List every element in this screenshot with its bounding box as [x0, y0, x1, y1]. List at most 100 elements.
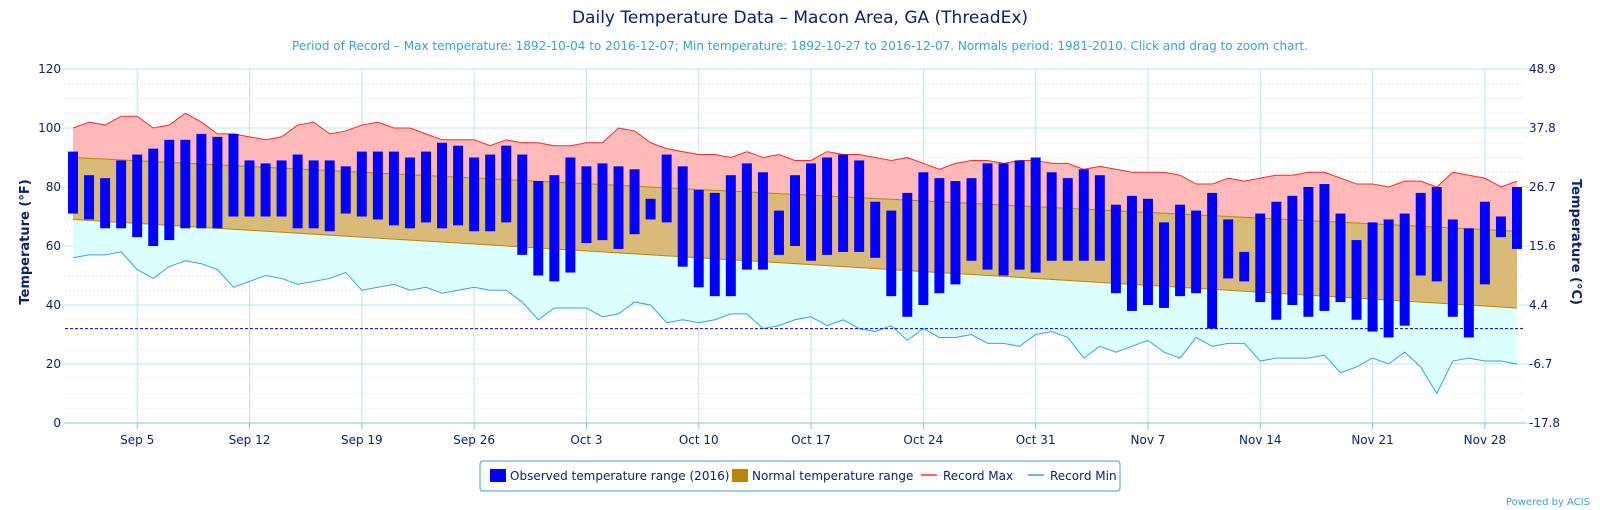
observed-bar[interactable]	[68, 151, 78, 214]
observed-bar[interactable]	[725, 175, 736, 297]
observed-bar[interactable]	[1495, 216, 1506, 238]
observed-bar[interactable]	[1319, 184, 1330, 311]
observed-bar[interactable]	[1287, 195, 1298, 305]
observed-bar[interactable]	[629, 169, 640, 235]
observed-bar[interactable]	[998, 163, 1009, 276]
observed-bar[interactable]	[757, 172, 768, 270]
observed-bar[interactable]	[372, 151, 383, 220]
observed-bar[interactable]	[1207, 192, 1218, 329]
observed-bar[interactable]	[324, 160, 335, 232]
observed-bar[interactable]	[741, 163, 752, 270]
observed-bar[interactable]	[404, 157, 415, 229]
observed-bar[interactable]	[773, 210, 784, 255]
observed-bar[interactable]	[469, 157, 480, 232]
observed-bar[interactable]	[1399, 213, 1410, 326]
observed-bar[interactable]	[1110, 204, 1121, 294]
observed-bar[interactable]	[934, 178, 945, 294]
x-tick-label: Oct 3	[570, 433, 602, 447]
legend-item-record-max[interactable]: Record Max	[921, 469, 1013, 483]
observed-bar[interactable]	[340, 166, 351, 214]
observed-bar[interactable]	[966, 178, 977, 261]
observed-bar[interactable]	[838, 154, 849, 252]
observed-bar[interactable]	[677, 166, 688, 267]
observed-bar[interactable]	[565, 157, 576, 273]
observed-bar[interactable]	[693, 189, 704, 288]
observed-bar[interactable]	[549, 175, 560, 282]
observed-bar[interactable]	[1463, 228, 1474, 338]
observed-bar[interactable]	[100, 178, 111, 229]
observed-bar[interactable]	[1271, 201, 1282, 320]
observed-bar[interactable]	[501, 145, 512, 223]
observed-bar[interactable]	[1078, 169, 1089, 261]
observed-bar[interactable]	[437, 142, 448, 229]
legend-item-record-min[interactable]: Record Min	[1028, 469, 1117, 483]
observed-bar[interactable]	[806, 163, 817, 261]
observed-bar[interactable]	[661, 154, 672, 223]
observed-bar[interactable]	[1479, 201, 1490, 285]
observed-bar[interactable]	[1159, 222, 1169, 308]
observed-bar[interactable]	[1367, 222, 1378, 332]
observed-bar[interactable]	[533, 181, 544, 276]
observed-bar[interactable]	[1431, 187, 1442, 282]
record-min-area	[73, 219, 1517, 394]
observed-bar[interactable]	[613, 166, 624, 249]
observed-bars[interactable]	[68, 133, 1522, 338]
observed-bar[interactable]	[1383, 219, 1394, 338]
observed-bar[interactable]	[645, 198, 656, 220]
observed-bar[interactable]	[212, 136, 223, 229]
observed-bar[interactable]	[822, 157, 833, 255]
observed-bar[interactable]	[1175, 204, 1186, 297]
observed-bar[interactable]	[1447, 219, 1458, 317]
observed-bar[interactable]	[581, 166, 592, 244]
observed-bar[interactable]	[116, 160, 127, 229]
observed-bar[interactable]	[1223, 219, 1234, 279]
observed-bar[interactable]	[228, 133, 239, 217]
observed-bar[interactable]	[1512, 187, 1522, 249]
observed-bar[interactable]	[180, 139, 191, 229]
observed-bar[interactable]	[148, 148, 159, 246]
observed-bar[interactable]	[1062, 178, 1073, 261]
observed-bar[interactable]	[597, 163, 608, 241]
observed-bar[interactable]	[308, 160, 319, 229]
observed-bar[interactable]	[132, 154, 143, 238]
observed-bar[interactable]	[292, 154, 303, 229]
observed-bar[interactable]	[1303, 187, 1314, 317]
observed-bar[interactable]	[1255, 213, 1266, 303]
observed-bar[interactable]	[918, 172, 929, 305]
observed-bar[interactable]	[1415, 192, 1426, 276]
observed-bar[interactable]	[164, 139, 175, 241]
observed-bar[interactable]	[276, 160, 287, 217]
legend-item-normal[interactable]: Normal temperature range	[732, 469, 913, 483]
observed-bar[interactable]	[1094, 175, 1105, 261]
observed-bar[interactable]	[854, 160, 865, 252]
observed-bar[interactable]	[84, 175, 95, 220]
observed-bar[interactable]	[388, 151, 399, 226]
observed-bar[interactable]	[1351, 240, 1362, 320]
observed-bar[interactable]	[1046, 172, 1057, 261]
observed-bar[interactable]	[260, 163, 271, 217]
observed-bar[interactable]	[790, 175, 800, 246]
observed-bar[interactable]	[196, 133, 207, 229]
observed-bar[interactable]	[982, 163, 993, 270]
observed-bar[interactable]	[517, 154, 528, 255]
observed-bar[interactable]	[1239, 251, 1250, 282]
observed-bar[interactable]	[870, 201, 881, 258]
legend[interactable]: Observed temperature range (2016) Normal…	[479, 460, 1121, 492]
observed-bar[interactable]	[1142, 198, 1153, 305]
observed-bar[interactable]	[1335, 213, 1346, 303]
observed-bar[interactable]	[1126, 195, 1137, 311]
observed-bar[interactable]	[902, 192, 913, 317]
observed-bar[interactable]	[1030, 157, 1041, 273]
observed-bar[interactable]	[1014, 160, 1025, 270]
observed-bar[interactable]	[950, 181, 961, 285]
observed-bar[interactable]	[709, 192, 720, 297]
observed-bar[interactable]	[1191, 210, 1202, 294]
observed-bar[interactable]	[453, 145, 464, 226]
observed-bar[interactable]	[244, 160, 255, 217]
legend-item-observed[interactable]: Observed temperature range (2016)	[490, 469, 729, 483]
observed-bar[interactable]	[356, 151, 367, 217]
observed-bar[interactable]	[421, 151, 431, 223]
observed-bar[interactable]	[886, 210, 897, 297]
observed-bar[interactable]	[485, 154, 496, 232]
